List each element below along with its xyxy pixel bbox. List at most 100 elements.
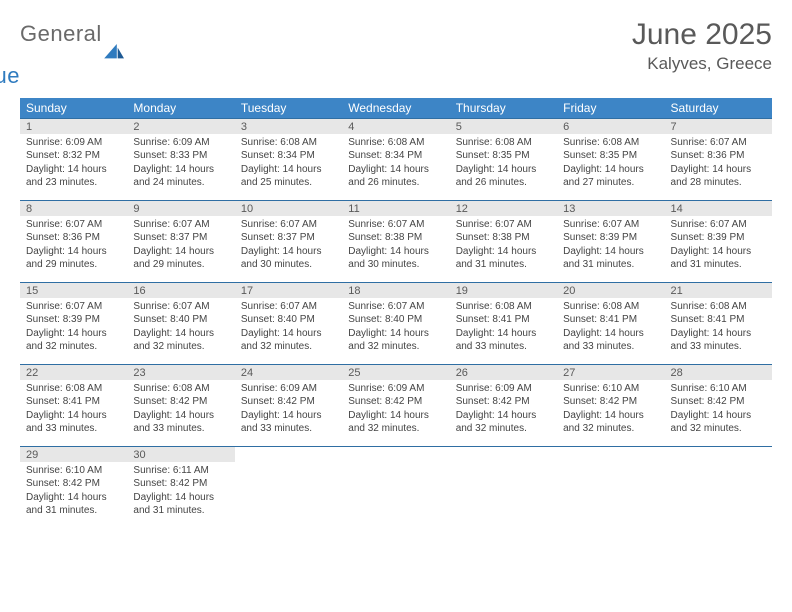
sunrise-line: Sunrise: 6:08 AM (671, 300, 766, 314)
day-number-cell: 2 (127, 118, 234, 134)
sunset-line: Sunset: 8:42 PM (26, 477, 121, 491)
sunset-line: Sunset: 8:42 PM (456, 395, 551, 409)
sunset-line: Sunset: 8:34 PM (348, 149, 443, 163)
day-content-cell (342, 462, 449, 528)
brand-logo: General Blue (20, 18, 126, 86)
daylight-line-2: and 29 minutes. (133, 258, 228, 272)
day-number: 22 (26, 367, 38, 379)
day-content-cell: Sunrise: 6:10 AMSunset: 8:42 PMDaylight:… (665, 380, 772, 447)
day-content-cell: Sunrise: 6:11 AMSunset: 8:42 PMDaylight:… (127, 462, 234, 528)
day-content-cell: Sunrise: 6:08 AMSunset: 8:35 PMDaylight:… (450, 134, 557, 201)
day-number-cell: 9 (127, 200, 234, 216)
daylight-line-1: Daylight: 14 hours (563, 409, 658, 423)
daylight-line-1: Daylight: 14 hours (241, 163, 336, 177)
daylight-line-2: and 32 minutes. (456, 422, 551, 436)
daylight-line-1: Daylight: 14 hours (241, 327, 336, 341)
sunrise-line: Sunrise: 6:07 AM (456, 218, 551, 232)
daylight-line-2: and 32 minutes. (26, 340, 121, 354)
day-number-cell: 13 (557, 200, 664, 216)
daylight-line-2: and 31 minutes. (133, 504, 228, 518)
daylight-line-1: Daylight: 14 hours (456, 409, 551, 423)
day-number: 19 (456, 285, 468, 297)
daylight-line-1: Daylight: 14 hours (133, 327, 228, 341)
daylight-line-1: Daylight: 14 hours (133, 409, 228, 423)
day-number-cell: 26 (450, 364, 557, 380)
day-number-cell: 25 (342, 364, 449, 380)
day-content-cell (235, 462, 342, 528)
daylight-line-1: Daylight: 14 hours (26, 409, 121, 423)
daylight-line-1: Daylight: 14 hours (671, 245, 766, 259)
day-content-row: Sunrise: 6:07 AM Sunset: 8:39 PM Daylight:… (20, 298, 772, 365)
sunset-line: Sunset: 8:36 PM (26, 231, 121, 245)
day-number-cell: 8 (20, 200, 127, 216)
daylight-line-1: Daylight: 14 hours (26, 163, 121, 177)
weekday-header: Friday (557, 98, 664, 119)
sunrise-line: Sunrise: 6:09 AM (348, 382, 443, 396)
daylight-line-1: Daylight: 14 hours (133, 163, 228, 177)
sunset-line: Sunset: 8:35 PM (456, 149, 551, 163)
sunset-line: Sunset: 8:41 PM (456, 313, 551, 327)
day-number-cell: 1 (20, 118, 127, 134)
day-content-cell: Sunrise: 6:07 AMSunset: 8:36 PMDaylight:… (20, 216, 127, 283)
day-number-cell: 29 (20, 446, 127, 462)
sunrise-line: Sunrise: 6:08 AM (563, 136, 658, 150)
day-number: 17 (241, 285, 253, 297)
sunset-line: Sunset: 8:40 PM (133, 313, 228, 327)
day-content-cell: Sunrise: 6:10 AMSunset: 8:42 PMDaylight:… (557, 380, 664, 447)
sunrise-line: Sunrise: 6:08 AM (241, 136, 336, 150)
day-number: 23 (133, 367, 145, 379)
sunset-line: Sunset: 8:36 PM (671, 149, 766, 163)
daylight-line-1: Daylight: 14 hours (456, 327, 551, 341)
calendar-table: Sunday Monday Tuesday Wednesday Thursday… (20, 98, 772, 528)
daylight-line-2: and 23 minutes. (26, 176, 121, 190)
day-content-cell: Sunrise: 6:08 AMSunset: 8:34 PMDaylight:… (235, 134, 342, 201)
day-number-cell (665, 446, 772, 462)
sunset-line: Sunset: 8:42 PM (563, 395, 658, 409)
brand-text-block: General Blue (20, 24, 102, 86)
day-number: 15 (26, 285, 38, 297)
sunrise-line: Sunrise: 6:07 AM (133, 300, 228, 314)
daylight-line-1: Daylight: 14 hours (348, 163, 443, 177)
day-number-cell: 12 (450, 200, 557, 216)
month-title: June 2025 (632, 18, 772, 52)
brand-sail-icon (104, 44, 126, 62)
day-content-cell: Sunrise: 6:10 AMSunset: 8:42 PMDaylight:… (20, 462, 127, 528)
day-content-cell: Sunrise: 6:09 AMSunset: 8:42 PMDaylight:… (235, 380, 342, 447)
daylight-line-2: and 31 minutes. (456, 258, 551, 272)
sunrise-line: Sunrise: 6:10 AM (26, 464, 121, 478)
sunset-line: Sunset: 8:39 PM (26, 313, 121, 327)
daylight-line-1: Daylight: 14 hours (671, 163, 766, 177)
sunrise-line: Sunrise: 6:08 AM (133, 382, 228, 396)
sunrise-line: Sunrise: 6:11 AM (133, 464, 228, 478)
daylight-line-2: and 24 minutes. (133, 176, 228, 190)
daylight-line-1: Daylight: 14 hours (26, 245, 121, 259)
day-content-cell: Sunrise: 6:07 AMSunset: 8:40 PMDaylight:… (342, 298, 449, 365)
sunset-line: Sunset: 8:35 PM (563, 149, 658, 163)
day-number-cell: 27 (557, 364, 664, 380)
day-number: 7 (671, 121, 677, 133)
day-number-cell: 5 (450, 118, 557, 134)
day-number-cell: 11 (342, 200, 449, 216)
daylight-line-2: and 25 minutes. (241, 176, 336, 190)
day-content-row: Sunrise: 6:09 AMSunset: 8:32 PMDaylight:… (20, 134, 772, 201)
day-number-cell: 15 (20, 282, 127, 298)
sunrise-line: Sunrise: 6:07 AM (563, 218, 658, 232)
sunset-line: Sunset: 8:40 PM (241, 313, 336, 327)
day-number-cell (235, 446, 342, 462)
daylight-line-2: and 26 minutes. (456, 176, 551, 190)
day-number: 16 (133, 285, 145, 297)
day-number-row: 15161718192021 (20, 282, 772, 298)
day-number-cell: 18 (342, 282, 449, 298)
daylight-line-1: Daylight: 14 hours (563, 163, 658, 177)
sunset-line: Sunset: 8:41 PM (563, 313, 658, 327)
daylight-line-1: Daylight: 14 hours (348, 245, 443, 259)
day-number-cell: 17 (235, 282, 342, 298)
sunset-line: Sunset: 8:38 PM (348, 231, 443, 245)
sunrise-line: Sunrise: 6:07 AM (348, 300, 443, 314)
weekday-header: Sunday (20, 98, 127, 119)
daylight-line-1: Daylight: 14 hours (671, 409, 766, 423)
sunset-line: Sunset: 8:42 PM (133, 477, 228, 491)
daylight-line-2: and 30 minutes. (348, 258, 443, 272)
sunset-line: Sunset: 8:39 PM (563, 231, 658, 245)
sunrise-line: Sunrise: 6:07 AM (671, 136, 766, 150)
